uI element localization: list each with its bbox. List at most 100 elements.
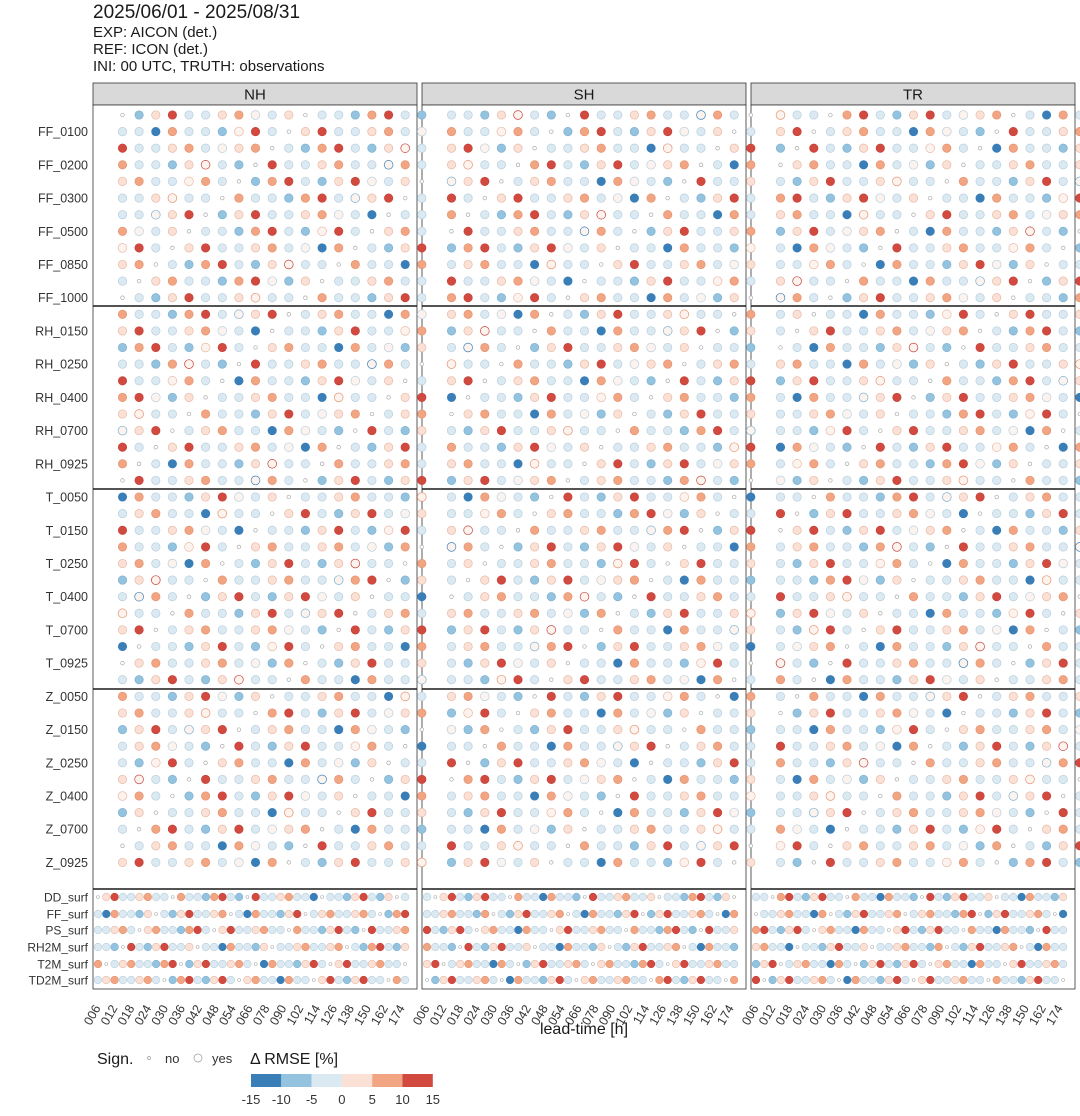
surf-score-dot xyxy=(334,975,343,985)
score-dot xyxy=(629,525,639,535)
surf-score-dot xyxy=(102,975,111,985)
surf-score-dot xyxy=(859,925,869,935)
score-dot xyxy=(775,359,786,369)
score-dot xyxy=(400,475,410,485)
score-dot xyxy=(134,741,144,751)
score-dot xyxy=(792,758,802,768)
score-dot xyxy=(167,808,177,818)
score-dot xyxy=(480,309,490,319)
score-dot xyxy=(530,608,540,618)
surf-score-dot xyxy=(942,959,952,969)
surf-score-dot xyxy=(826,959,835,969)
score-dot xyxy=(596,475,606,485)
surf-score-dot xyxy=(326,925,335,935)
surf-score-dot xyxy=(226,959,235,969)
score-dot xyxy=(400,309,410,319)
score-dot xyxy=(530,293,540,303)
score-dot xyxy=(284,243,294,253)
score-dot xyxy=(792,774,802,784)
score-dot xyxy=(334,641,344,652)
score-dot xyxy=(596,592,606,602)
surf-score-dot xyxy=(403,962,407,966)
surf-score-dot xyxy=(334,892,343,902)
score-dot xyxy=(613,459,623,469)
score-dot xyxy=(925,176,935,186)
score-dot xyxy=(729,509,739,519)
score-dot xyxy=(925,342,935,353)
surf-score-dot xyxy=(715,912,720,916)
surf-score-dot xyxy=(713,892,722,902)
score-dot xyxy=(992,841,1002,851)
score-dot xyxy=(151,725,161,735)
score-dot xyxy=(217,475,227,485)
score-dot xyxy=(875,193,886,203)
score-dot xyxy=(792,392,802,402)
score-dot xyxy=(646,558,656,569)
score-dot xyxy=(400,691,410,702)
score-dot xyxy=(234,475,244,485)
surf-score-dot xyxy=(1025,975,1034,985)
score-dot xyxy=(1025,658,1035,668)
score-dot xyxy=(446,558,457,569)
score-dot xyxy=(513,492,523,502)
score-dot xyxy=(203,760,208,765)
score-dot xyxy=(419,179,424,184)
surf-score-dot xyxy=(622,959,631,969)
score-dot xyxy=(908,475,919,485)
score-dot xyxy=(201,127,211,137)
score-dot xyxy=(663,857,673,867)
score-dot xyxy=(646,243,656,253)
score-dot xyxy=(859,608,869,618)
surf-score-dot xyxy=(1017,909,1026,919)
surf-score-dot xyxy=(497,892,506,902)
score-dot xyxy=(167,675,177,685)
score-dot xyxy=(925,127,935,137)
score-dot xyxy=(317,342,327,353)
score-dot xyxy=(546,841,556,851)
score-dot xyxy=(629,176,640,187)
score-dot xyxy=(792,558,802,569)
score-dot xyxy=(942,608,952,618)
score-dot xyxy=(167,708,177,718)
surf-score-dot xyxy=(793,909,802,919)
score-dot xyxy=(286,860,291,865)
score-dot xyxy=(1025,542,1035,552)
score-dot xyxy=(446,857,457,867)
surf-score-dot xyxy=(212,928,216,932)
surf-score-dot xyxy=(318,925,327,935)
score-dot xyxy=(250,309,261,319)
score-dot xyxy=(217,824,227,834)
score-dot xyxy=(1042,193,1052,203)
score-dot xyxy=(546,542,556,552)
score-dot xyxy=(1042,542,1052,552)
score-dot xyxy=(958,426,968,436)
surf-score-dot xyxy=(110,892,119,902)
score-dot xyxy=(546,426,556,436)
score-dot xyxy=(875,808,885,818)
surf-score-dot xyxy=(785,942,794,952)
score-dot xyxy=(892,176,902,187)
score-dot xyxy=(284,226,294,236)
score-dot xyxy=(992,758,1002,768)
surf-score-dot xyxy=(447,925,457,935)
score-dot xyxy=(334,675,344,685)
surf-score-dot xyxy=(110,975,119,985)
score-dot xyxy=(942,857,952,868)
score-dot xyxy=(284,376,294,386)
score-dot xyxy=(596,276,606,286)
surf-score-dot xyxy=(342,909,352,919)
score-dot xyxy=(679,110,689,120)
surf-score-dot xyxy=(176,925,186,935)
score-dot xyxy=(1075,824,1080,834)
score-dot xyxy=(679,625,689,635)
score-dot xyxy=(267,127,277,137)
score-dot xyxy=(646,409,656,419)
surf-score-dot xyxy=(293,909,302,919)
score-dot xyxy=(1075,342,1080,353)
score-dot xyxy=(859,592,869,602)
surf-score-dot xyxy=(276,892,285,902)
score-dot xyxy=(942,691,952,701)
score-dot xyxy=(300,392,310,402)
score-dot xyxy=(713,857,723,867)
score-dot xyxy=(234,575,244,585)
